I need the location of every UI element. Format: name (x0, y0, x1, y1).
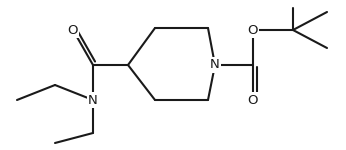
Text: N: N (88, 93, 98, 106)
Text: O: O (248, 93, 258, 106)
Text: O: O (68, 24, 78, 36)
Text: N: N (210, 58, 220, 72)
Text: O: O (248, 24, 258, 36)
